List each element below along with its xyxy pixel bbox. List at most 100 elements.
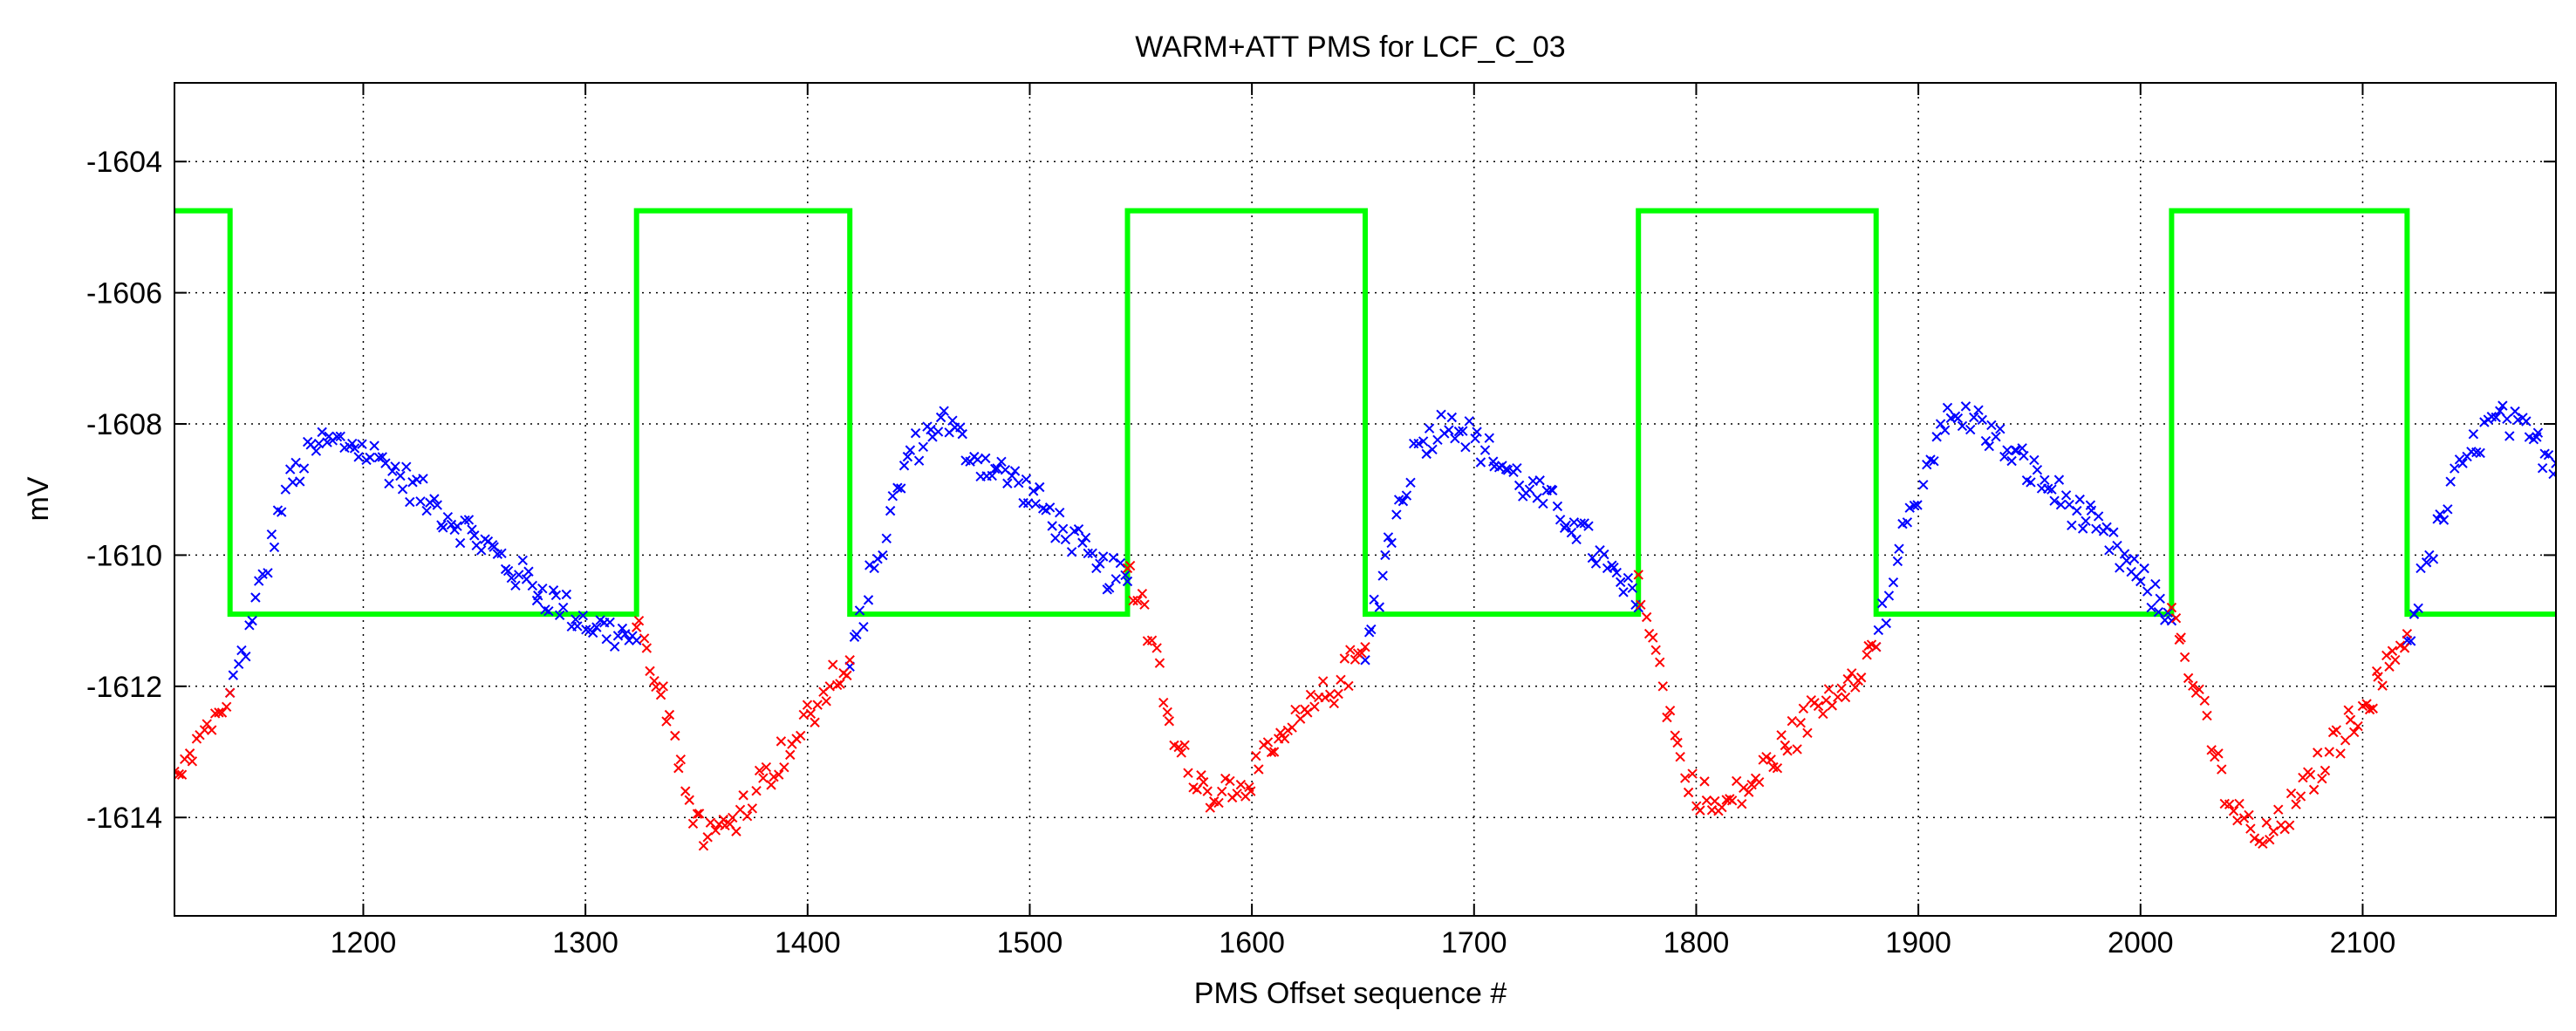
data-point-marker <box>233 659 244 669</box>
data-point-marker <box>523 566 534 577</box>
data-point-marker <box>738 790 748 801</box>
data-point-marker <box>2438 515 2450 525</box>
data-point-marker <box>2551 458 2556 468</box>
data-point-marker <box>1339 653 1350 664</box>
data-point-marker <box>2409 609 2420 619</box>
y-tick-label: -1610 <box>86 539 162 572</box>
data-point-marker <box>2381 650 2392 661</box>
data-point-marker <box>957 428 967 440</box>
data-point-marker <box>353 452 364 462</box>
data-point-marker <box>2188 680 2198 691</box>
data-point-marker <box>1538 498 1548 509</box>
data-point-marker <box>1087 548 1097 558</box>
data-point-marker <box>1648 632 1658 643</box>
data-point-marker <box>2457 458 2468 468</box>
data-point-marker <box>2413 603 2423 613</box>
data-point-marker <box>896 483 906 494</box>
data-point-marker <box>661 716 672 727</box>
data-point-marker <box>779 761 789 773</box>
data-point-marker <box>2537 462 2548 474</box>
data-point-marker <box>298 463 310 474</box>
data-point-marker <box>1664 706 1676 716</box>
data-point-marker <box>452 521 462 531</box>
data-point-marker <box>918 441 929 453</box>
data-point-marker <box>1139 599 1150 610</box>
data-point-marker <box>476 545 487 556</box>
data-point-marker <box>751 785 762 796</box>
data-point-marker <box>390 461 400 472</box>
data-point-marker <box>863 595 874 605</box>
data-point-marker <box>858 622 869 632</box>
data-point-marker <box>1014 477 1024 488</box>
data-point-marker <box>698 840 709 851</box>
data-point-marker <box>766 780 776 790</box>
data-point-marker <box>527 580 538 591</box>
data-point-marker <box>577 611 589 621</box>
data-point-marker <box>2029 454 2040 466</box>
data-point-marker <box>1146 635 1158 645</box>
data-point-marker <box>1590 558 1602 569</box>
data-point-marker <box>992 463 1002 474</box>
data-point-marker <box>1198 776 1209 788</box>
data-point-marker <box>537 584 548 594</box>
x-tick-label: 1800 <box>1664 926 1730 959</box>
x-tick-label: 1900 <box>1885 926 1951 959</box>
data-point-marker <box>2019 450 2029 461</box>
data-point-marker <box>1766 754 1776 765</box>
data-point-marker <box>1275 727 1286 738</box>
data-point-marker <box>1251 750 1261 761</box>
data-point-marker <box>2502 413 2512 425</box>
data-point-marker <box>1154 658 1165 668</box>
data-point-marker <box>1254 764 1264 775</box>
data-point-marker <box>1124 560 1136 571</box>
data-point-marker <box>2497 400 2508 411</box>
data-point-marker <box>869 563 879 574</box>
data-point-marker <box>1650 645 1661 656</box>
data-point-marker <box>935 412 946 423</box>
data-point-marker <box>2402 628 2413 639</box>
data-point-marker <box>1587 552 1598 563</box>
data-point-marker <box>899 461 910 471</box>
data-point-marker <box>216 707 228 718</box>
data-point-marker <box>295 476 305 487</box>
data-point-marker <box>469 530 480 541</box>
data-point-marker <box>2343 705 2354 715</box>
data-point-marker <box>2163 607 2173 618</box>
data-point-marker <box>710 825 721 836</box>
data-point-marker <box>758 773 769 783</box>
data-point-marker <box>1173 741 1184 753</box>
data-point-marker <box>612 631 624 641</box>
data-point-marker <box>1427 444 1438 455</box>
data-point-marker <box>2353 720 2363 732</box>
data-point-marker <box>1436 409 1446 420</box>
data-point-marker <box>2232 816 2243 826</box>
data-point-marker <box>1386 537 1397 549</box>
data-point-marker <box>885 505 896 516</box>
data-point-marker <box>1965 424 1976 435</box>
data-point-marker <box>1073 523 1084 535</box>
data-point-marker <box>1942 402 1953 413</box>
data-point-marker <box>2055 499 2067 510</box>
data-point-marker <box>987 470 997 481</box>
data-point-marker <box>1695 805 1705 816</box>
data-point-marker <box>1780 740 1791 751</box>
data-point-marker <box>2032 465 2043 475</box>
data-point-marker <box>1623 572 1634 584</box>
data-point-marker <box>1044 502 1056 513</box>
data-point-marker <box>365 452 375 463</box>
data-point-marker <box>1892 556 1903 567</box>
data-point-marker <box>1115 557 1126 569</box>
data-point-marker <box>1424 423 1435 434</box>
data-point-marker <box>1513 480 1525 491</box>
data-point-marker <box>2046 484 2057 495</box>
data-point-marker <box>675 754 687 765</box>
data-point-marker <box>2399 643 2410 653</box>
data-point-marker <box>754 765 765 776</box>
data-point-marker <box>687 818 699 829</box>
data-point-marker <box>1444 425 1454 435</box>
data-point-marker <box>489 542 499 552</box>
data-point-marker <box>1842 673 1853 685</box>
data-point-marker <box>1701 795 1712 806</box>
data-point-marker <box>639 633 650 644</box>
